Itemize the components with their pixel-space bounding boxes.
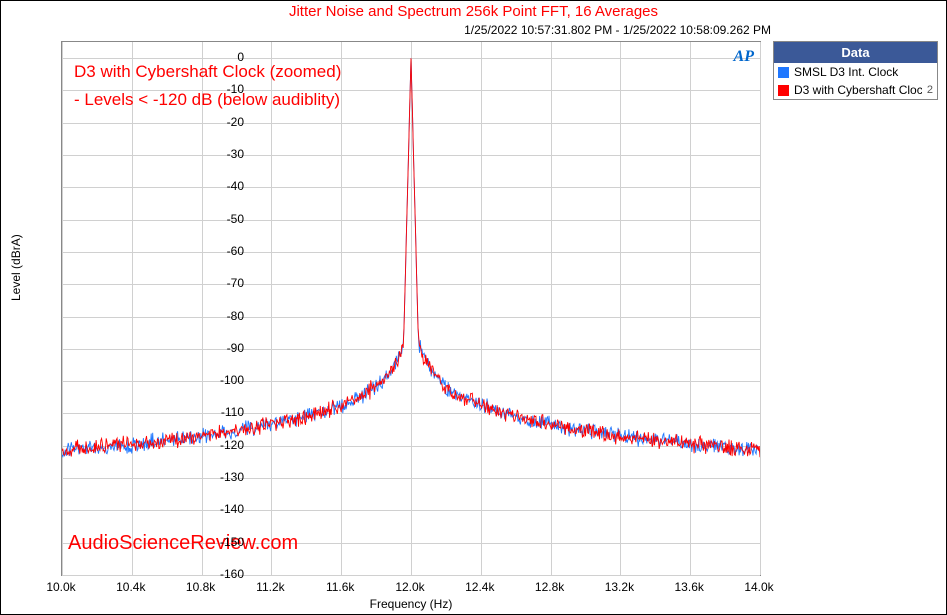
gridline-v xyxy=(760,42,761,575)
y-tick-label: -60 xyxy=(204,244,244,258)
legend-label: SMSL D3 Int. Clock xyxy=(794,65,933,79)
legend-swatch-icon xyxy=(778,67,789,78)
x-tick-label: 12.8k xyxy=(535,580,564,594)
chart-title: Jitter Noise and Spectrum 256k Point FFT… xyxy=(1,3,946,20)
legend-box: Data SMSL D3 Int. Clock D3 with Cybershaf… xyxy=(773,41,938,100)
series-line xyxy=(62,58,760,456)
x-tick-label: 10.8k xyxy=(186,580,215,594)
chart-container: Jitter Noise and Spectrum 256k Point FFT… xyxy=(0,0,947,615)
legend-header: Data xyxy=(774,42,937,63)
plot-svg xyxy=(62,42,760,575)
y-axis-label: Level (dBrA) xyxy=(9,234,23,301)
x-tick-label: 12.0k xyxy=(395,580,424,594)
y-tick-label: -130 xyxy=(204,470,244,484)
legend-label: D3 with Cybershaft Clock xyxy=(794,83,922,97)
x-tick-label: 13.2k xyxy=(605,580,634,594)
annotation-line1: D3 with Cybershaft Clock (zoomed) xyxy=(74,62,341,82)
y-tick-label: 0 xyxy=(204,50,244,64)
watermark-text: AudioScienceReview.com xyxy=(68,532,298,555)
timestamp-label: 1/25/2022 10:57:31.802 PM - 1/25/2022 10… xyxy=(1,23,771,37)
x-tick-label: 12.4k xyxy=(465,580,494,594)
y-tick-label: -50 xyxy=(204,212,244,226)
series-line xyxy=(62,58,760,457)
y-tick-label: -30 xyxy=(204,147,244,161)
y-tick-label: -90 xyxy=(204,341,244,355)
y-tick-label: -20 xyxy=(204,115,244,129)
gridline-h xyxy=(62,575,760,576)
y-tick-label: -160 xyxy=(204,567,244,581)
x-axis-label: Frequency (Hz) xyxy=(61,597,761,611)
y-tick-label: -100 xyxy=(204,373,244,387)
y-tick-label: -40 xyxy=(204,179,244,193)
x-tick-label: 10.4k xyxy=(116,580,145,594)
y-tick-label: -70 xyxy=(204,276,244,290)
x-tick-label: 13.6k xyxy=(675,580,704,594)
y-tick-label: -110 xyxy=(204,405,244,419)
y-tick-label: -80 xyxy=(204,309,244,323)
y-tick-label: -150 xyxy=(204,535,244,549)
plot-area: AP D3 with Cybershaft Clock (zoomed) - L… xyxy=(61,41,761,576)
y-tick-label: -10 xyxy=(204,82,244,96)
y-tick-label: -140 xyxy=(204,502,244,516)
legend-row: SMSL D3 Int. Clock xyxy=(774,63,937,81)
legend-count: 2 xyxy=(927,84,933,96)
x-tick-label: 10.0k xyxy=(46,580,75,594)
x-tick-label: 11.2k xyxy=(256,580,284,594)
legend-swatch-icon xyxy=(778,85,789,96)
legend-row: D3 with Cybershaft Clock 2 xyxy=(774,81,937,99)
y-tick-label: -120 xyxy=(204,438,244,452)
x-tick-label: 11.6k xyxy=(326,580,354,594)
x-tick-label: 14.0k xyxy=(744,580,773,594)
ap-logo-icon: AP xyxy=(734,48,754,66)
